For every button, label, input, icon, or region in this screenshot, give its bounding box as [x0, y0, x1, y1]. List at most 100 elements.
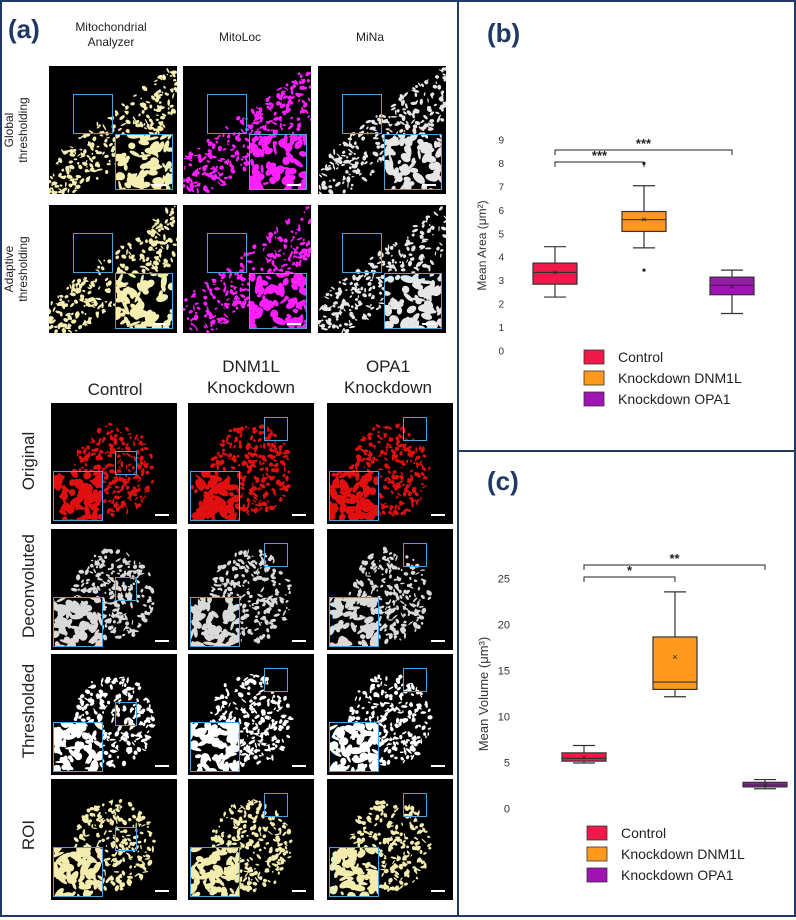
legend-swatch	[587, 868, 607, 882]
roi-box	[115, 577, 137, 601]
box-0: ×	[562, 746, 606, 763]
legend-swatch	[584, 392, 604, 406]
y-tick-label: 3	[498, 276, 504, 287]
zoom-inset-texture	[54, 472, 103, 521]
box-1: ×	[653, 592, 697, 697]
legend-label: Control	[618, 349, 663, 365]
top-col-head-2: MiNa	[320, 30, 420, 45]
zoom-inset	[190, 471, 240, 521]
scale-bar	[422, 323, 436, 325]
zoom-inset-texture	[250, 274, 307, 329]
box-mean-marker: ×	[729, 282, 734, 292]
top-image-r0-c1	[183, 66, 311, 194]
roi-box	[264, 417, 288, 441]
y-tick-label: 1	[498, 323, 504, 334]
roi-box	[264, 668, 288, 692]
y-axis-label: Mean Volume (μm³)	[476, 637, 491, 751]
zoom-inset	[384, 134, 442, 190]
roi-box	[115, 451, 137, 475]
scale-bar	[422, 184, 436, 186]
bottom-row-label-2: Thresholded	[19, 656, 41, 766]
y-tick-label: 9	[498, 136, 504, 147]
zoom-inset-texture	[385, 274, 442, 329]
zoom-inset	[53, 471, 103, 521]
scale-bar	[155, 640, 169, 642]
zoom-inset-texture	[54, 598, 103, 647]
zoom-inset	[53, 847, 103, 897]
zoom-inset-texture	[330, 598, 379, 647]
bottom-row-label-1: Deconvoluted	[19, 531, 41, 641]
roi-box	[403, 417, 427, 441]
zoom-inset-texture	[191, 472, 240, 521]
top-col-head-1: MitoLoc	[190, 30, 290, 45]
roi-box	[403, 793, 427, 817]
y-tick-label: 7	[498, 182, 504, 193]
scale-bar	[287, 184, 301, 186]
bottom-row-label-0: Original	[19, 406, 41, 516]
box-1: ×	[622, 162, 666, 272]
bottom-image-r3-c0	[51, 779, 177, 900]
scale-bar	[287, 323, 301, 325]
roi-box	[207, 233, 247, 273]
zoom-inset-texture	[191, 598, 240, 647]
box-0: ×	[533, 247, 577, 297]
box-mean-marker: ×	[641, 215, 646, 225]
zoom-inset	[329, 847, 379, 897]
box-mean-marker: ×	[552, 267, 557, 277]
significance-label: **	[669, 551, 680, 566]
scale-bar	[431, 765, 445, 767]
zoom-inset-texture	[330, 723, 379, 772]
legend-label: Knockdown DNM1L	[618, 370, 742, 386]
roi-box	[342, 233, 382, 273]
box-2: ×	[743, 780, 787, 791]
bottom-image-r2-c1	[188, 654, 314, 775]
top-row-label-1: Adaptive thresholding	[2, 219, 34, 319]
bottom-image-r0-c2	[327, 403, 453, 524]
zoom-inset	[329, 471, 379, 521]
scale-bar	[155, 765, 169, 767]
scale-bar	[431, 890, 445, 892]
zoom-inset-texture	[330, 472, 379, 521]
top-row-label-0-line2: thresholding	[16, 80, 30, 180]
top-row-label-0-line1: Global	[2, 80, 16, 180]
bottom-col-head-0-line1: Control	[50, 379, 180, 400]
roi-box	[115, 827, 137, 851]
bottom-col-head-1: DNM1L Knockdown	[186, 356, 316, 398]
significance-label: ***	[636, 136, 652, 151]
y-tick-label: 20	[498, 620, 510, 632]
zoom-inset-texture	[116, 274, 173, 329]
zoom-inset	[329, 722, 379, 772]
zoom-inset	[115, 134, 173, 190]
zoom-inset-texture	[191, 848, 240, 897]
top-row-label-0: Global thresholding	[2, 80, 34, 180]
legend-label: Knockdown OPA1	[618, 391, 731, 407]
zoom-inset	[115, 273, 173, 329]
legend-label: Knockdown OPA1	[621, 867, 734, 883]
roi-box	[403, 668, 427, 692]
box-mean-marker: ×	[581, 752, 586, 762]
y-tick-label: 5	[498, 229, 504, 240]
scale-bar	[155, 514, 169, 516]
top-col-head-1-line1: MitoLoc	[190, 30, 290, 45]
zoom-inset	[190, 722, 240, 772]
top-row-label-1-line1: Adaptive	[2, 219, 16, 319]
bottom-image-r1-c1	[188, 529, 314, 650]
y-tick-label: 8	[498, 159, 504, 170]
zoom-inset-texture	[330, 848, 379, 897]
zoom-inset	[190, 847, 240, 897]
panel-a-label: (a)	[8, 14, 40, 45]
zoom-inset-texture	[250, 135, 307, 190]
scale-bar	[431, 640, 445, 642]
legend-swatch	[584, 371, 604, 385]
top-col-head-0: Mitochondrial Analyzer	[56, 20, 166, 50]
top-image-r0-c0	[49, 66, 177, 194]
zoom-inset-texture	[116, 135, 173, 190]
bottom-image-r0-c1	[188, 403, 314, 524]
bottom-image-r2-c2	[327, 654, 453, 775]
top-image-r1-c0	[49, 205, 177, 333]
bottom-image-r2-c0	[51, 654, 177, 775]
legend-swatch	[587, 847, 607, 861]
scale-bar	[292, 640, 306, 642]
